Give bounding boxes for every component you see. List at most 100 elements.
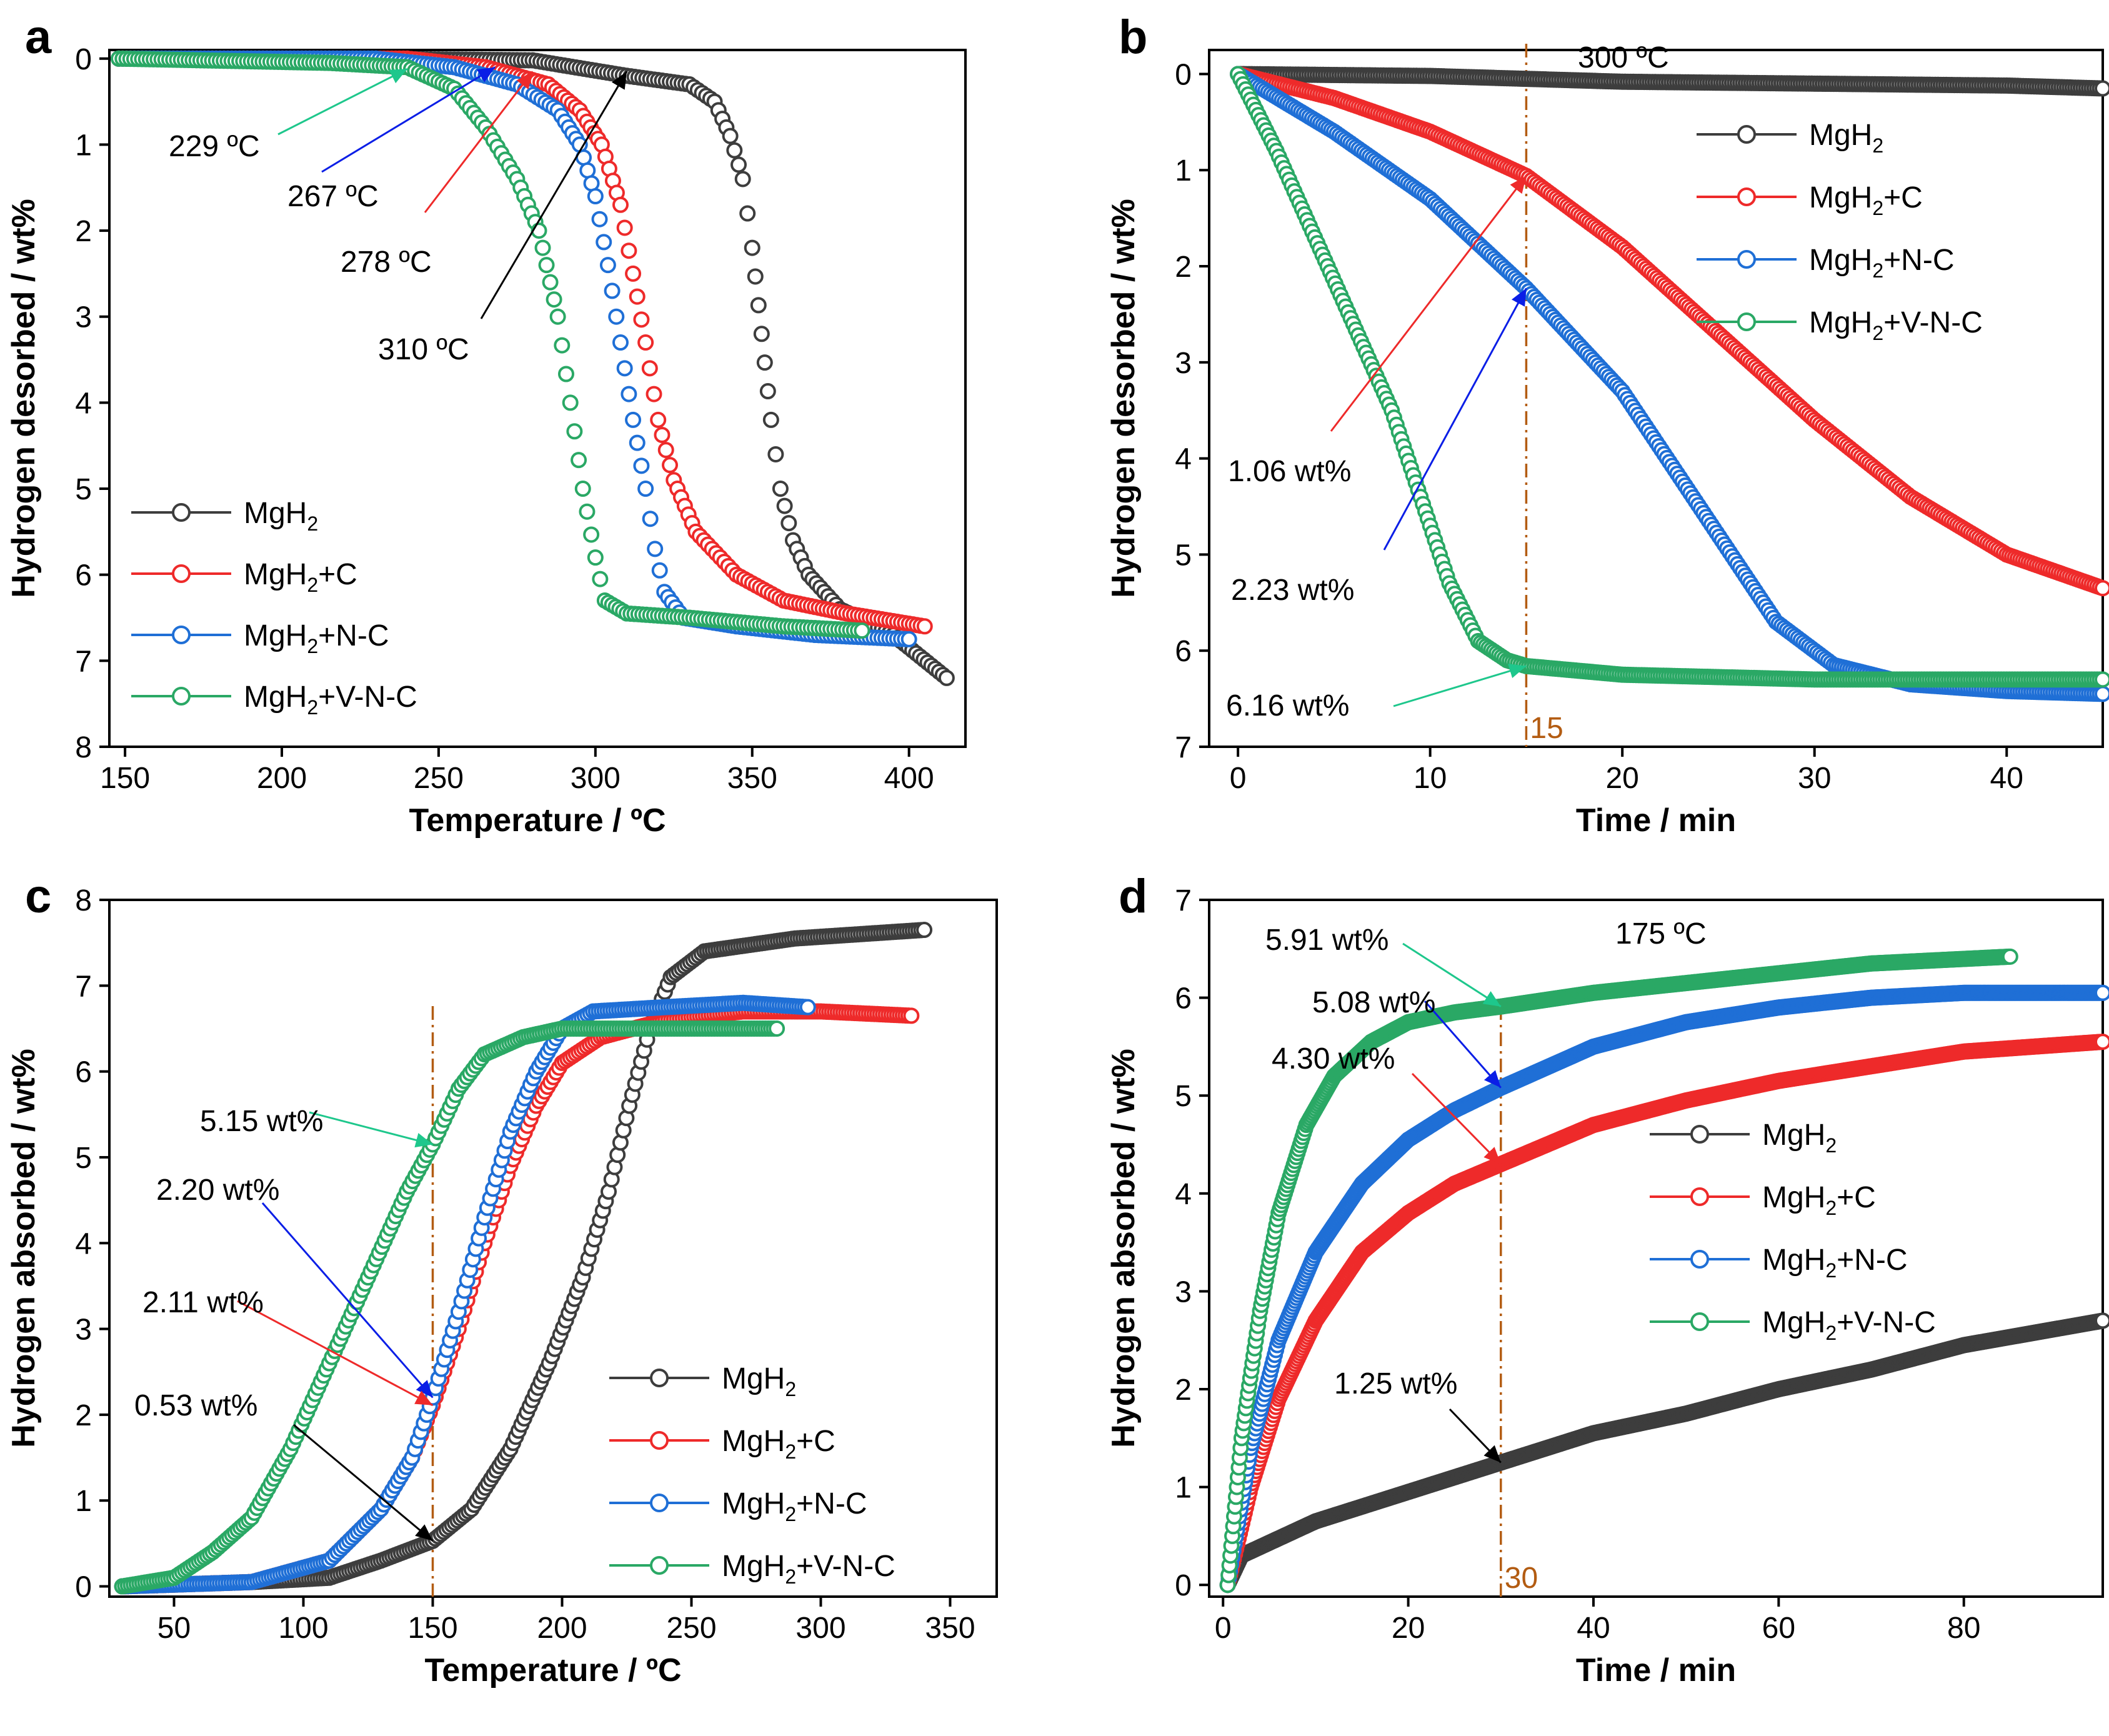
- data-point: [2095, 1034, 2109, 1050]
- panel-letter-a: a: [25, 11, 52, 64]
- data-point: [621, 386, 637, 402]
- data-point: [769, 1020, 785, 1037]
- x-axis-title-a: Temperature / ºC: [409, 802, 666, 839]
- data-point: [662, 457, 679, 474]
- data-point: [591, 211, 608, 227]
- data-point: [772, 481, 789, 497]
- data-point: [546, 291, 562, 308]
- annotation-arrow-c-0: [309, 1111, 433, 1148]
- annotation-arrow-c-2: [237, 1300, 434, 1407]
- data-point: [900, 631, 917, 647]
- y-axis-title-b: Hydrogen desorbed / wt%: [1105, 199, 1142, 598]
- annotation-arrow-b-2: [1393, 664, 1527, 707]
- data-point: [608, 308, 625, 325]
- data-point: [592, 571, 609, 587]
- legend-marker-a-0: [172, 503, 191, 522]
- y-tick-label-d-2: 2: [1175, 1374, 1192, 1407]
- x-tick-label-b-4: 40: [1990, 762, 2023, 795]
- annotation-label-c-1: 2.20 wt%: [156, 1174, 279, 1207]
- data-point: [604, 282, 621, 299]
- data-point: [747, 268, 764, 285]
- data-point: [642, 511, 659, 527]
- data-point: [579, 503, 596, 520]
- data-point: [531, 222, 547, 239]
- y-tick-label-c-8: 8: [75, 884, 92, 917]
- data-point: [726, 142, 743, 159]
- y-axis-title-c: Hydrogen absorbed / wt%: [6, 1049, 42, 1448]
- data-point: [583, 526, 600, 543]
- data-point: [650, 411, 667, 428]
- data-point: [657, 442, 674, 459]
- data-point: [753, 326, 770, 342]
- x-tick-label-a-0: 150: [100, 762, 150, 795]
- data-point: [854, 622, 870, 639]
- legend-label-c-1: MgH2+C: [722, 1425, 835, 1463]
- series-group-d: [1219, 948, 2109, 1594]
- data-point: [558, 366, 575, 382]
- data-point: [599, 257, 616, 274]
- y-tick-label-b-6: 6: [1175, 635, 1192, 668]
- legend-marker-c-2: [650, 1494, 669, 1512]
- series-d-2: [1219, 984, 2109, 1594]
- x-tick-label-d-3: 60: [1762, 1612, 1795, 1645]
- legend-label-a-3: MgH2+V-N-C: [244, 681, 417, 719]
- data-point: [734, 171, 751, 187]
- data-point: [916, 618, 933, 635]
- data-point: [2095, 686, 2109, 702]
- plot-frame-c: [108, 899, 998, 1598]
- data-point: [549, 308, 566, 325]
- data-point: [596, 234, 612, 251]
- y-tick-label-d-1: 1: [1175, 1472, 1192, 1505]
- x-tick-label-c-0: 50: [157, 1612, 191, 1645]
- y-tick-label-a-4: 4: [75, 387, 92, 420]
- data-point: [579, 162, 596, 179]
- annotation-arrow-c-1: [261, 1202, 434, 1399]
- y-tick-label-d-5: 5: [1175, 1080, 1192, 1113]
- legend-marker-b-1: [1737, 187, 1756, 206]
- data-point: [587, 549, 604, 566]
- x-tick-label-a-2: 250: [414, 762, 464, 795]
- legend-label-b-3: MgH2+V-N-C: [1809, 306, 1983, 344]
- y-tick-label-b-1: 1: [1175, 154, 1192, 187]
- y-tick-label-d-3: 3: [1175, 1275, 1192, 1309]
- annotation-arrow-b-0: [1330, 175, 1527, 432]
- data-point: [571, 452, 587, 469]
- legend-label-a-1: MgH2+C: [244, 558, 357, 596]
- annotation-arrow-c-3: [293, 1424, 434, 1542]
- data-point: [2095, 580, 2109, 597]
- series-group-c: [114, 922, 933, 1595]
- y-tick-label-d-4: 4: [1175, 1178, 1192, 1211]
- data-point: [641, 360, 658, 377]
- data-point: [574, 481, 591, 497]
- data-point: [566, 423, 583, 440]
- x-axis-title-b: Time / min: [1576, 802, 1736, 839]
- annotation-label-a-1: 267 ºC: [287, 180, 379, 213]
- x-tick-label-b-3: 30: [1798, 762, 1831, 795]
- data-point: [730, 156, 747, 173]
- panel-letter-b: b: [1119, 11, 1147, 64]
- data-point: [534, 239, 551, 256]
- series-b-2: [1230, 66, 2109, 702]
- y-tick-label-c-0: 0: [75, 1571, 92, 1604]
- plot-frame-d: [1208, 899, 2104, 1598]
- data-point: [554, 337, 571, 354]
- x-axis-title-d: Time / min: [1576, 1652, 1736, 1689]
- annotation-arrow-a-3: [480, 71, 628, 319]
- series-c-3: [114, 1020, 785, 1595]
- x-tick-label-d-2: 40: [1577, 1612, 1610, 1645]
- data-point: [750, 297, 767, 314]
- annotation-label-a-3: 310 ºC: [378, 333, 469, 366]
- data-point: [629, 288, 646, 305]
- x-tick-label-c-2: 150: [407, 1612, 457, 1645]
- y-tick-label-c-5: 5: [75, 1142, 92, 1175]
- data-point: [621, 242, 637, 259]
- data-point: [612, 196, 629, 213]
- series-a-3: [111, 50, 870, 639]
- data-point: [762, 411, 779, 428]
- series-d-0: [1219, 1312, 2109, 1594]
- data-point: [647, 541, 664, 557]
